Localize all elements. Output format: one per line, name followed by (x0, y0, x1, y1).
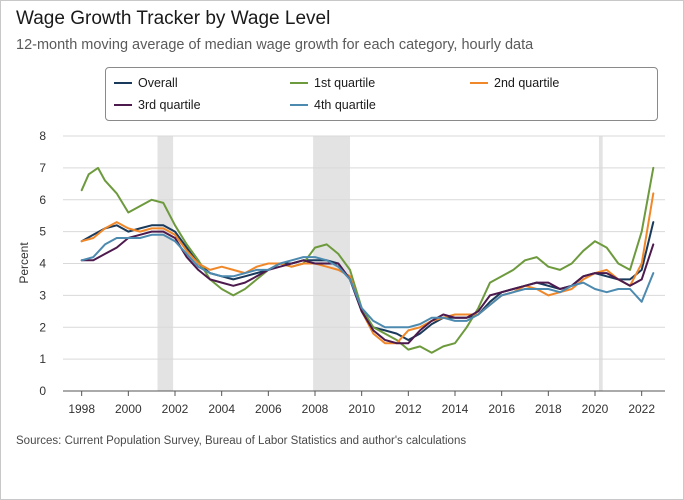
x-tick-label: 2000 (115, 402, 142, 416)
chart-subtitle: 12-month moving average of median wage g… (16, 37, 534, 53)
legend-item-1st-quartile: 1st quartile (290, 76, 375, 90)
legend-swatch (290, 104, 308, 106)
legend-swatch (470, 82, 488, 84)
y-tick-label: 0 (39, 384, 46, 398)
legend-label: 2nd quartile (494, 76, 560, 90)
chart-legend: Overall 1st quartile 2nd quartile 3rd qu… (105, 67, 658, 121)
x-tick-label: 2006 (255, 402, 282, 416)
x-tick-label: 2004 (208, 402, 235, 416)
legend-swatch (290, 82, 308, 84)
x-tick-label: 2022 (628, 402, 655, 416)
y-tick-label: 3 (39, 288, 46, 302)
x-tick-label: 2010 (348, 402, 375, 416)
legend-item-2nd-quartile: 2nd quartile (470, 76, 559, 90)
x-tick-label: 2020 (582, 402, 609, 416)
series-lines (80, 166, 655, 354)
axes: 0 1 2 3 4 5 6 7 8 1998 2000 2002 2004 2006 2008 2010 201… (39, 129, 655, 416)
y-tick-label: 2 (39, 320, 46, 334)
x-tick-label: 2002 (162, 402, 189, 416)
line-chart: 0 1 2 3 4 5 6 7 8 1998 2000 2002 2004 2006 2008 2010 201… (17, 129, 665, 416)
y-tick-label: 6 (39, 193, 46, 207)
legend-label: 1st quartile (314, 76, 376, 90)
gridlines (63, 135, 665, 392)
legend-item-4th-quartile: 4th quartile (290, 98, 376, 112)
x-tick-label: 2014 (442, 402, 469, 416)
y-tick-label: 8 (39, 129, 46, 143)
x-tick-label: 2016 (488, 402, 515, 416)
legend-swatch (114, 104, 132, 106)
chart-title: Wage Growth Tracker by Wage Level (16, 8, 331, 29)
x-tick-label: 2008 (302, 402, 329, 416)
legend-label: 3rd quartile (138, 98, 201, 112)
y-tick-label: 7 (39, 161, 46, 175)
x-tick-label: 1998 (68, 402, 95, 416)
source-note: Sources: Current Population Survey, Bure… (16, 435, 467, 447)
y-tick-label: 1 (39, 352, 46, 366)
x-tick-label: 2012 (395, 402, 422, 416)
legend-swatch (114, 82, 132, 84)
legend-item-overall: Overall (114, 76, 178, 90)
x-tick-label: 2018 (535, 402, 562, 416)
series-line-4th-quartile (80, 233, 655, 329)
legend-item-3rd-quartile: 3rd quartile (114, 98, 201, 112)
legend-label: Overall (138, 76, 178, 90)
y-tick-label: 4 (39, 257, 46, 271)
legend-label: 4th quartile (314, 98, 376, 112)
y-tick-label: 5 (39, 225, 46, 239)
series-line-3rd-quartile (80, 230, 655, 345)
y-axis-title: Percent (17, 242, 31, 284)
